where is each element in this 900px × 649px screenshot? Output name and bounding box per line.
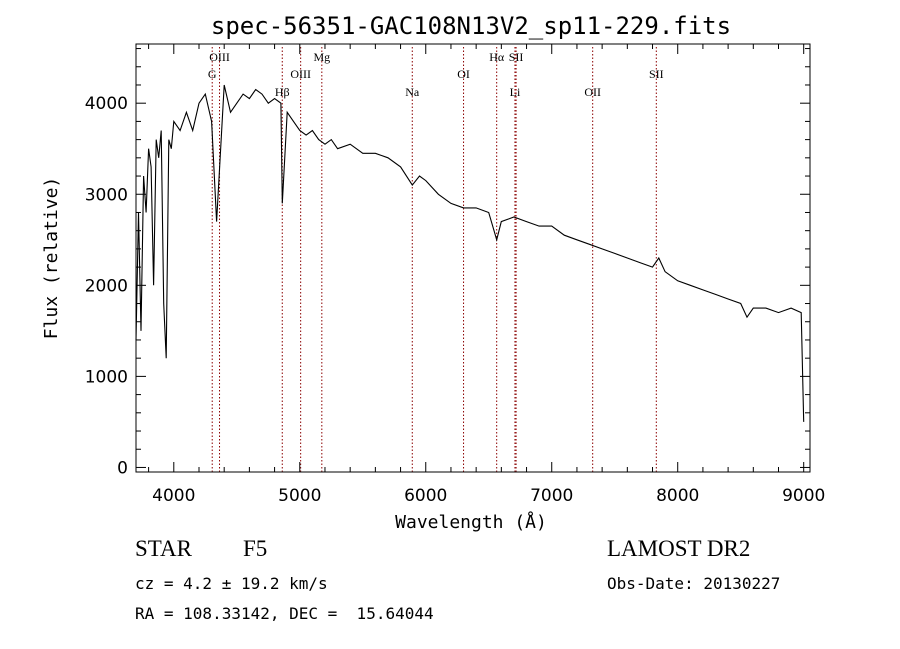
survey-name: LAMOST DR2 <box>607 536 751 561</box>
y-tick-label: 2000 <box>85 276 128 296</box>
y-tick-label: 3000 <box>85 185 128 205</box>
x-tick-label: 6000 <box>404 486 447 506</box>
spectrum-line <box>135 84 805 422</box>
x-axis-label: Wavelength (Å) <box>395 511 547 533</box>
x-tick-label: 8000 <box>656 486 699 506</box>
line-marker-label: Mg <box>313 50 330 64</box>
line-marker-label: OI <box>457 67 470 81</box>
line-marker-label: OIII <box>209 50 230 64</box>
chart-title: spec-56351-GAC108N13V2_sp11-229.fits <box>211 12 731 40</box>
ra-dec-coordinates: RA = 108.33142, DEC = 15.64044 <box>135 604 434 623</box>
redshift-value: cz = 4.2 ± 19.2 km/s <box>135 574 328 593</box>
line-marker-label: Na <box>405 85 420 99</box>
line-marker-label: OII <box>584 85 601 99</box>
line-marker-label: SII <box>649 67 664 81</box>
line-marker-label: Hα <box>489 50 505 64</box>
line-marker-label: OIII <box>290 67 311 81</box>
y-tick-label: 1000 <box>85 367 128 387</box>
x-tick-label: 5000 <box>278 486 321 506</box>
object-subclass: F5 <box>243 536 268 561</box>
plot-frame <box>135 43 811 473</box>
y-tick-label: 4000 <box>85 94 128 114</box>
x-tick-label: 4000 <box>152 486 195 506</box>
x-tick-label: 7000 <box>530 486 573 506</box>
observation-date: Obs-Date: 20130227 <box>607 574 781 593</box>
line-marker-label: SII <box>509 50 524 64</box>
y-axis: 0 1000 2000 3000 4000 <box>85 48 810 478</box>
line-marker-label: Li <box>510 85 521 99</box>
line-marker-label: Hβ <box>275 85 290 99</box>
x-axis: 4000 5000 6000 7000 8000 9000 <box>148 44 825 506</box>
y-tick-label: 0 <box>117 458 128 478</box>
line-marker-label: G <box>208 67 217 81</box>
object-class: STAR <box>135 536 192 561</box>
y-axis-label: Flux (relative) <box>41 177 62 340</box>
x-tick-label: 9000 <box>782 486 825 506</box>
